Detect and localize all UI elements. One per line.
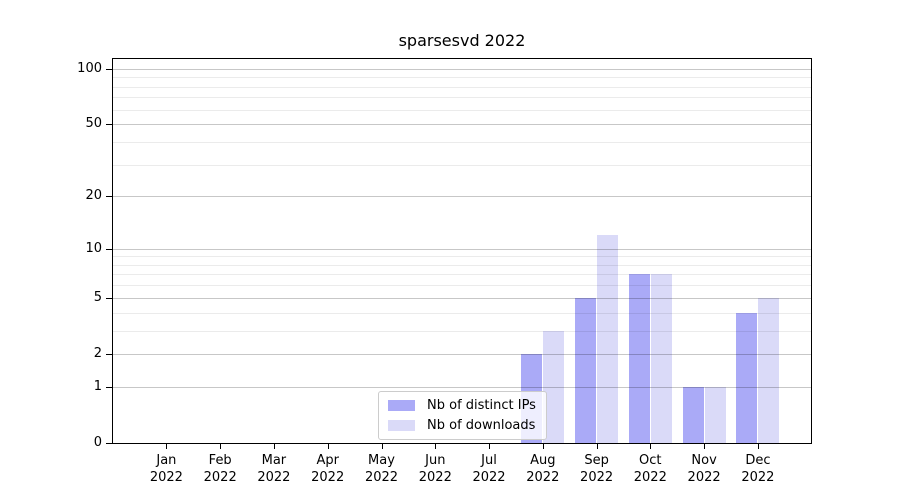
x-axis-tick-label: Apr 2022 [311,453,345,485]
minor-gridline [113,330,811,332]
legend-swatch-downloads-icon [388,420,415,431]
x-axis-tick-label: May 2022 [364,453,399,485]
y-axis-tick-label: 10 [85,240,102,256]
major-gridline [113,124,811,126]
x-axis-tick-label: Dec 2022 [741,453,775,485]
minor-gridline [113,141,811,143]
x-axis-tick [596,444,598,449]
x-axis-tick [650,444,652,449]
y-axis-tick-label: 20 [85,188,102,204]
x-axis-tick-label: Sep 2022 [580,453,614,485]
minor-gridline [113,285,811,287]
minor-gridline [113,264,811,266]
minor-gridline [113,256,811,258]
x-axis-tick-label: Jun 2022 [418,453,452,485]
legend-item-distinct-ips: Nb of distinct IPs [388,398,536,413]
x-axis-tick-label: Jul 2022 [472,453,506,485]
x-axis-tick [435,444,437,449]
x-axis-tick [542,444,544,449]
major-gridline [113,386,811,388]
x-axis-tick-label: Mar 2022 [257,453,291,485]
minor-gridline [113,164,811,166]
chart-title: sparsesvd 2022 [398,31,526,50]
bar-dec-distinct-ips [736,312,758,443]
y-axis-tick [106,196,113,198]
bar-sep-distinct-ips [575,297,597,443]
y-axis-tick-label: 100 [77,60,102,76]
major-gridline [113,196,811,198]
bar-nov-downloads [704,386,726,443]
minor-gridline [113,109,811,111]
y-axis-tick [106,124,113,126]
x-axis-tick [327,444,329,449]
bar-nov-distinct-ips [682,386,704,443]
x-axis-tick-label: Oct 2022 [633,453,667,485]
x-axis-tick [704,444,706,449]
bar-sep-downloads [597,235,619,443]
minor-gridline [113,86,811,88]
bar-aug-downloads [543,330,565,443]
minor-gridline [113,274,811,276]
x-axis-tick [381,444,383,449]
y-axis-tick-label: 2 [93,345,102,361]
x-axis-tick [273,444,275,449]
y-axis-tick [106,443,113,444]
y-axis-tick [106,386,113,388]
y-axis-tick-label: 50 [85,116,102,132]
legend-label-downloads: Nb of downloads [427,418,536,433]
x-axis-tick-label: Jan 2022 [149,453,183,485]
x-axis-tick [757,444,759,449]
plot-area [113,59,811,443]
bar-dec-downloads [758,297,780,443]
bar-oct-downloads [650,274,672,443]
legend-item-downloads: Nb of downloads [388,418,536,433]
y-axis-tick [106,353,113,355]
x-axis-tick [166,444,168,449]
minor-gridline [113,97,811,99]
legend: Nb of distinct IPs Nb of downloads [378,391,547,440]
x-axis-tick-label: Nov 2022 [687,453,721,485]
y-axis-tick [106,297,113,299]
y-axis-tick-label: 5 [93,289,102,305]
legend-label-distinct-ips: Nb of distinct IPs [427,398,536,413]
y-axis-tick [106,248,113,250]
major-gridline [113,248,811,250]
bar-oct-distinct-ips [628,274,650,443]
x-axis-tick-label: Feb 2022 [203,453,237,485]
major-gridline [113,68,811,70]
x-axis-tick-label: Aug 2022 [526,453,560,485]
y-axis-tick-label: 1 [93,378,102,394]
minor-gridline [113,77,811,79]
major-gridline [113,353,811,355]
y-axis-tick-label: 0 [93,435,102,450]
x-axis-tick [489,444,490,449]
legend-swatch-distinct-ips-icon [388,400,415,411]
major-gridline [113,297,811,299]
x-axis-tick [220,444,222,449]
minor-gridline [113,312,811,314]
y-axis-tick [106,68,113,70]
